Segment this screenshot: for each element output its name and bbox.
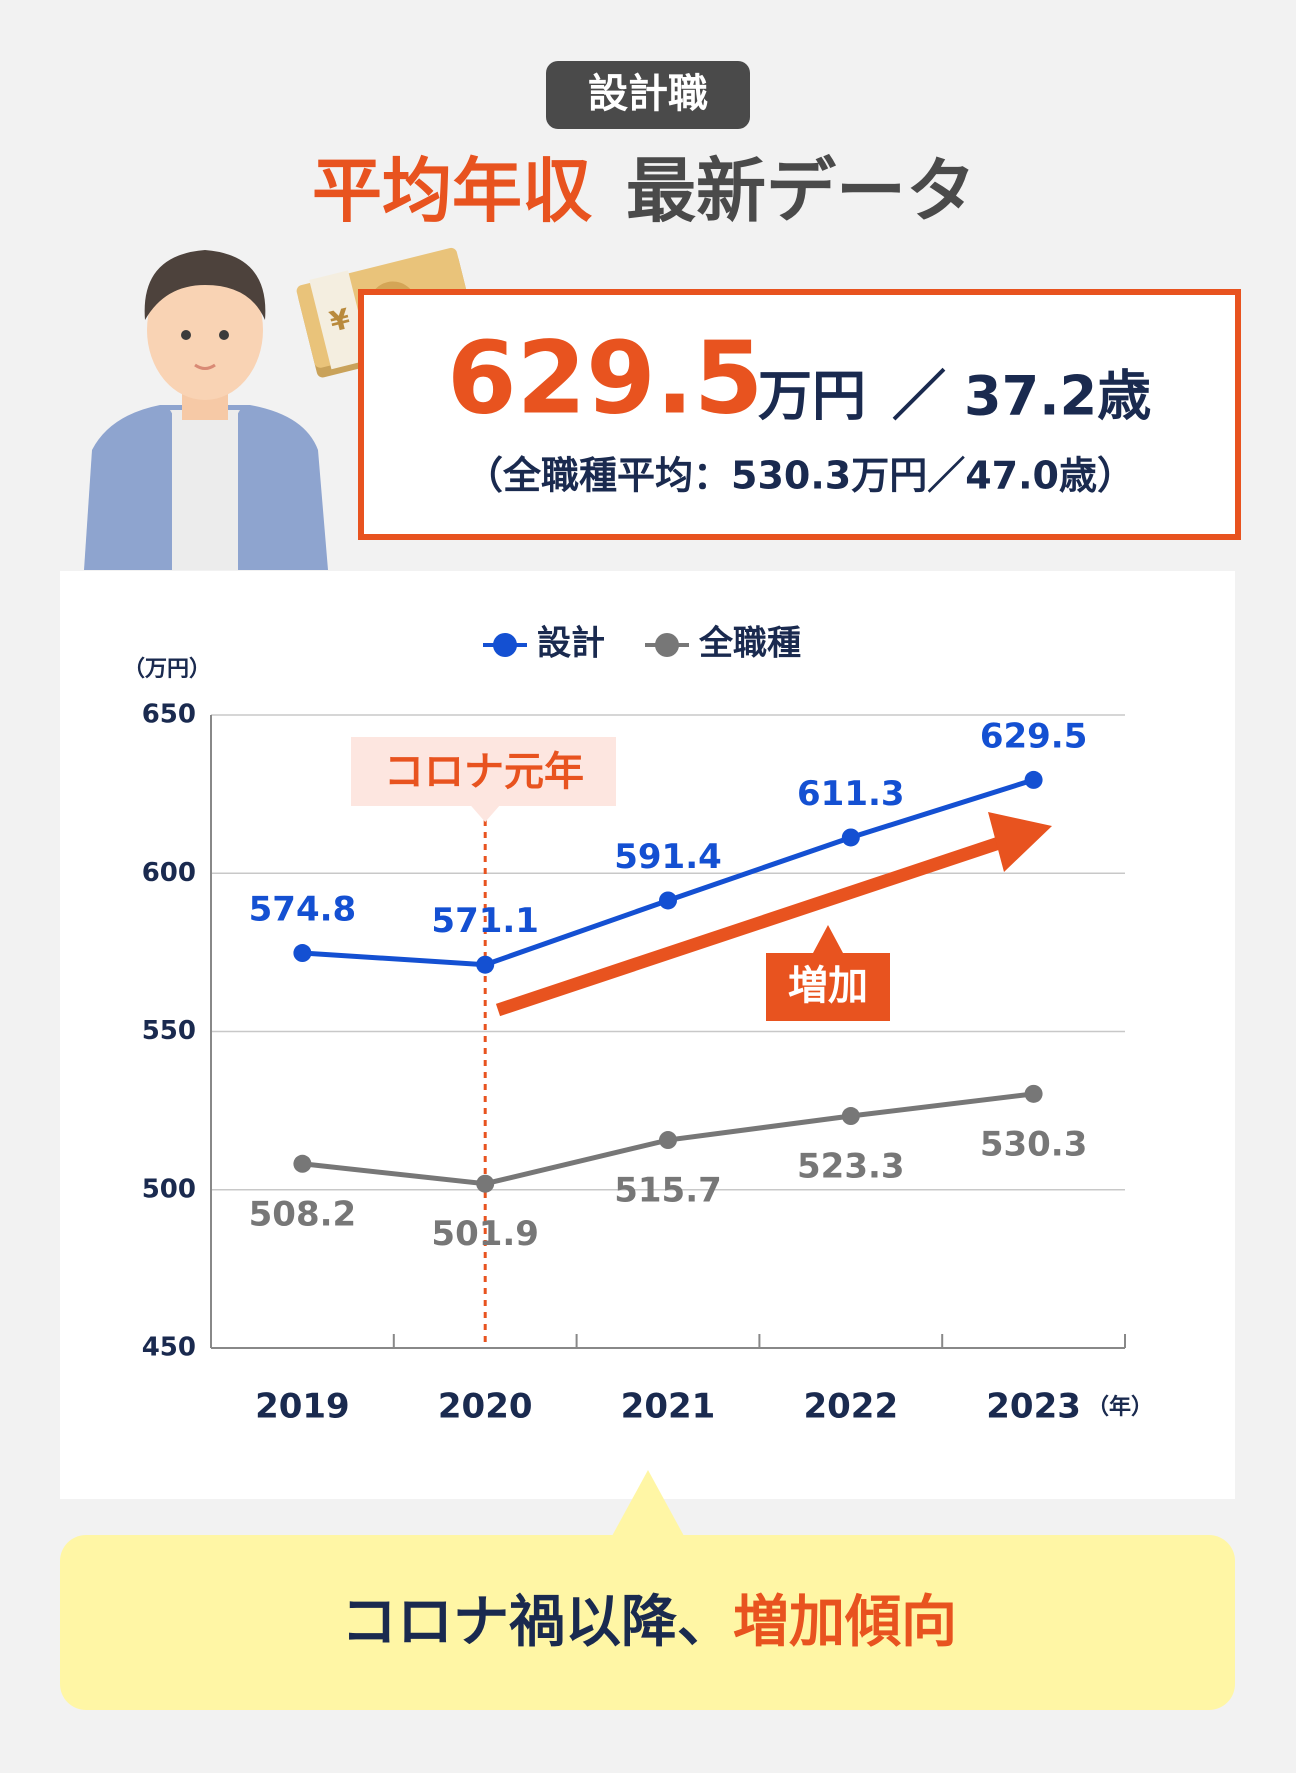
legend-label: 全職種 bbox=[698, 624, 801, 664]
x-tick-label: 2020 bbox=[438, 1387, 533, 1427]
data-label: 515.7 bbox=[614, 1171, 722, 1211]
trend-arrowhead bbox=[988, 812, 1052, 872]
line-chart: 450 500 550 600 650 （万円） 2019 2020 2021 2022 2023 （… bbox=[123, 624, 1153, 1427]
badge-text: 設計職 bbox=[588, 71, 708, 117]
trend-arrow bbox=[495, 829, 1023, 1017]
summary-box bbox=[358, 289, 1241, 540]
badge bbox=[546, 61, 750, 129]
age: 37.2歳 bbox=[964, 365, 1151, 428]
conclusion-highlight: 増加傾向 bbox=[733, 1590, 957, 1655]
data-point bbox=[293, 1154, 312, 1173]
y-tick-label: 550 bbox=[142, 1016, 196, 1046]
x-tick-label: 2021 bbox=[621, 1387, 716, 1427]
data-point bbox=[841, 828, 860, 847]
data-label: 501.9 bbox=[431, 1214, 539, 1254]
data-label: 530.3 bbox=[980, 1124, 1088, 1164]
x-tick-label: 2023 bbox=[986, 1387, 1081, 1427]
data-point bbox=[293, 944, 312, 963]
data-point bbox=[659, 891, 677, 910]
y-tick-label: 650 bbox=[142, 700, 196, 730]
y-unit: （万円） bbox=[123, 657, 211, 682]
salary: 629.5 bbox=[447, 319, 763, 436]
legend-marker bbox=[493, 633, 517, 657]
data-label: 629.5 bbox=[980, 716, 1088, 756]
data-label: 611.3 bbox=[797, 774, 905, 814]
data-point bbox=[1024, 770, 1043, 789]
chart-panel bbox=[60, 571, 1235, 1499]
y-tick-label: 600 bbox=[142, 858, 196, 888]
separator: ／ bbox=[892, 365, 946, 428]
increase-label: 増加 bbox=[788, 963, 868, 1009]
data-label: 508.2 bbox=[249, 1194, 357, 1234]
title-highlight: 平均年収 bbox=[312, 150, 592, 232]
conclusion-text: コロナ禍以降、 bbox=[341, 1590, 733, 1655]
title: 最新データ bbox=[626, 150, 976, 232]
pointer bbox=[612, 1470, 684, 1536]
data-label: 574.8 bbox=[249, 890, 357, 930]
data-label: 523.3 bbox=[797, 1147, 905, 1187]
conclusion-box bbox=[60, 1535, 1235, 1710]
data-label: 591.4 bbox=[614, 837, 722, 877]
data-label: 571.1 bbox=[431, 901, 539, 941]
data-point bbox=[476, 1174, 495, 1193]
annotation-label: コロナ元年 bbox=[384, 749, 584, 795]
annotation-box bbox=[351, 737, 616, 822]
data-point bbox=[1024, 1084, 1043, 1103]
data-point bbox=[841, 1107, 860, 1126]
legend-marker bbox=[655, 633, 679, 657]
data-point bbox=[476, 955, 495, 974]
y-tick-label: 500 bbox=[142, 1174, 196, 1204]
data-point bbox=[659, 1131, 677, 1150]
y-tick-label: 450 bbox=[142, 1333, 196, 1363]
person-illustration bbox=[84, 250, 328, 570]
increase-box bbox=[766, 925, 890, 1021]
legend-label: 設計 bbox=[537, 624, 605, 664]
x-tick-label: 2019 bbox=[255, 1387, 350, 1427]
salary-unit: 万円 bbox=[758, 365, 866, 428]
x-unit: （年） bbox=[1087, 1394, 1153, 1420]
x-tick-label: 2022 bbox=[803, 1387, 898, 1427]
overall-average: （全職種平均：530.3万円／47.0歳） bbox=[465, 454, 1135, 498]
